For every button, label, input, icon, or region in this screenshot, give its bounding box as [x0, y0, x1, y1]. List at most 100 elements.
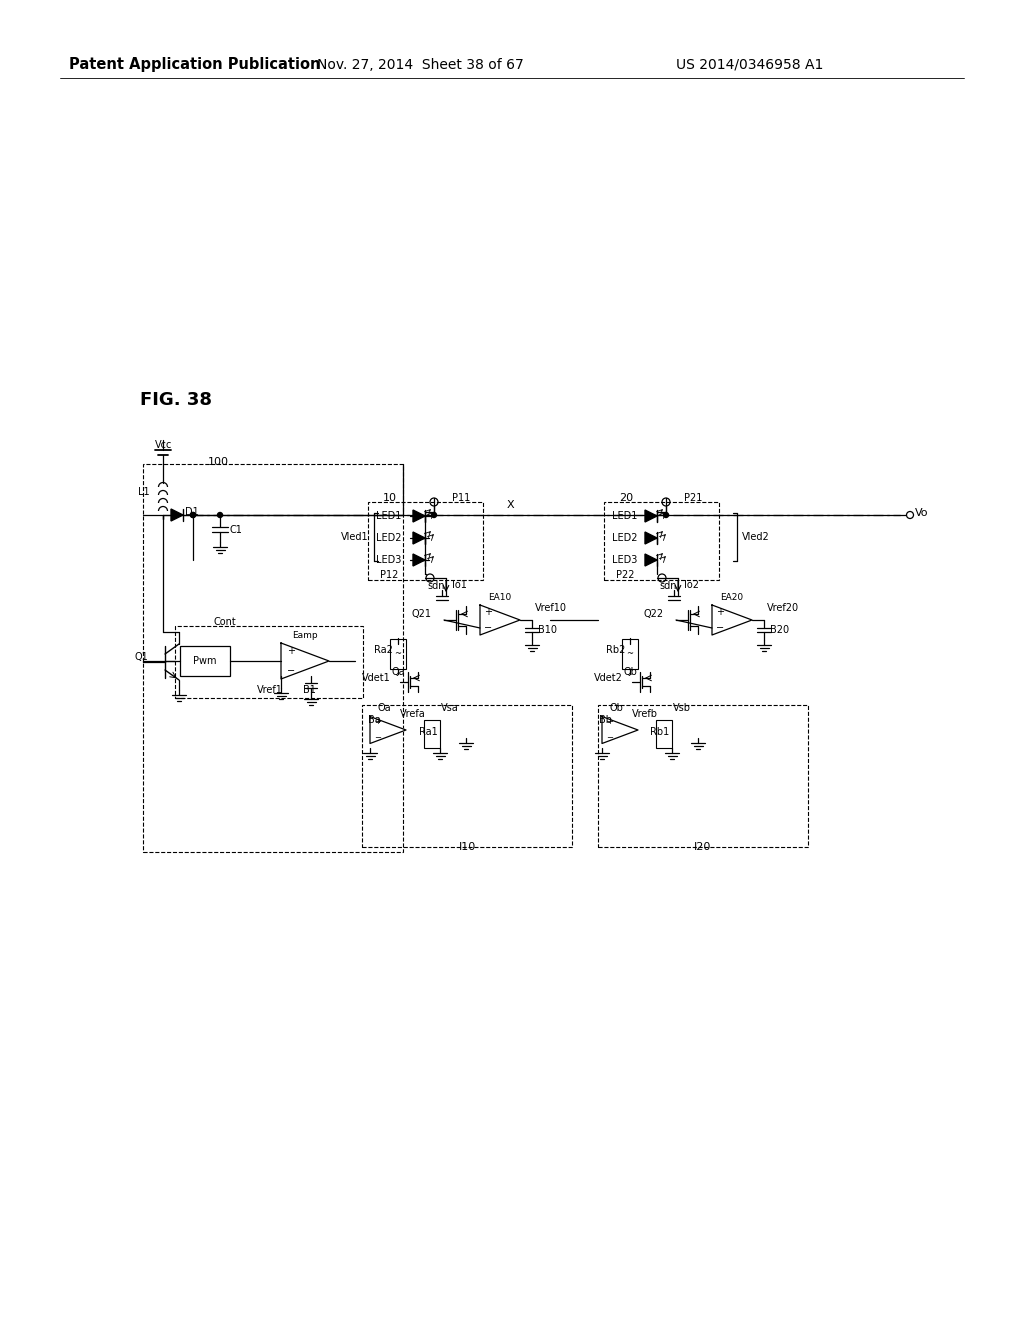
Text: Cont: Cont: [214, 616, 237, 627]
Text: Rb1: Rb1: [650, 727, 670, 737]
Text: EA10: EA10: [488, 594, 512, 602]
Text: −: −: [287, 667, 295, 676]
Text: Vref10: Vref10: [535, 603, 567, 612]
Text: US 2014/0346958 A1: US 2014/0346958 A1: [676, 58, 823, 73]
Text: Vo: Vo: [915, 508, 929, 517]
Text: Q21: Q21: [412, 609, 432, 619]
Bar: [598, 705, 808, 847]
Text: Vdet1: Vdet1: [362, 673, 391, 682]
Text: Vsb: Vsb: [673, 704, 691, 713]
Bar: [143, 465, 403, 851]
Polygon shape: [480, 605, 520, 635]
Text: LED2: LED2: [376, 533, 401, 543]
Text: FIG. 38: FIG. 38: [140, 391, 212, 409]
Polygon shape: [645, 510, 657, 521]
Polygon shape: [602, 717, 638, 743]
Text: +: +: [716, 607, 724, 616]
Text: I20: I20: [694, 842, 712, 851]
Text: LED2: LED2: [612, 533, 638, 543]
Text: +: +: [287, 645, 295, 656]
Polygon shape: [413, 554, 425, 566]
Text: Vref1: Vref1: [257, 685, 283, 696]
Text: −: −: [375, 734, 382, 742]
Text: ~: ~: [394, 649, 401, 659]
Circle shape: [431, 512, 436, 517]
Text: Vcc: Vcc: [155, 440, 172, 450]
Text: Oa: Oa: [377, 704, 391, 713]
Text: Vdet2: Vdet2: [594, 673, 623, 682]
Circle shape: [217, 512, 222, 517]
Text: LED1: LED1: [376, 511, 401, 521]
Bar: [604, 502, 719, 579]
Text: +: +: [484, 607, 492, 616]
Bar: [424, 719, 440, 748]
Text: +: +: [606, 718, 613, 726]
Text: D1: D1: [185, 507, 199, 517]
Text: Vref20: Vref20: [767, 603, 799, 612]
Text: Nov. 27, 2014  Sheet 38 of 67: Nov. 27, 2014 Sheet 38 of 67: [316, 58, 523, 73]
Text: Bb: Bb: [599, 715, 612, 725]
Text: LED3: LED3: [612, 554, 637, 565]
Text: B10: B10: [538, 624, 557, 635]
Text: X: X: [506, 500, 514, 510]
Text: Io2: Io2: [684, 579, 699, 590]
Circle shape: [190, 512, 196, 517]
Text: Rb2: Rb2: [605, 645, 625, 655]
Text: L1: L1: [138, 487, 150, 498]
Text: Ob: Ob: [609, 704, 623, 713]
Circle shape: [190, 512, 196, 517]
Text: Patent Application Publication: Patent Application Publication: [70, 58, 321, 73]
Bar: [656, 719, 672, 748]
Bar: [362, 705, 572, 847]
Text: Eamp: Eamp: [292, 631, 317, 639]
Text: 100: 100: [208, 457, 228, 467]
Text: P22: P22: [616, 570, 635, 579]
Text: LED3: LED3: [376, 554, 401, 565]
Text: Q1: Q1: [134, 652, 148, 663]
Bar: [180, 645, 230, 676]
Bar: [622, 639, 638, 669]
Text: B1: B1: [302, 685, 315, 696]
Text: B20: B20: [770, 624, 790, 635]
Text: Ba: Ba: [368, 715, 380, 725]
Text: 20: 20: [618, 492, 633, 503]
Text: Vled2: Vled2: [742, 532, 770, 543]
Text: −: −: [716, 623, 724, 634]
Text: Vsa: Vsa: [441, 704, 459, 713]
Text: P21: P21: [684, 492, 702, 503]
Polygon shape: [281, 643, 329, 678]
Text: Ra1: Ra1: [419, 727, 437, 737]
Text: Ra2: Ra2: [374, 645, 393, 655]
Text: Q22: Q22: [644, 609, 664, 619]
Text: EA20: EA20: [721, 594, 743, 602]
Text: sdn: sdn: [427, 581, 445, 591]
Text: Io1: Io1: [452, 579, 467, 590]
Text: 10: 10: [383, 492, 397, 503]
Polygon shape: [171, 510, 183, 521]
Bar: [368, 502, 483, 579]
Text: Vrefb: Vrefb: [632, 709, 658, 719]
Text: −: −: [606, 734, 613, 742]
Text: Qa: Qa: [391, 667, 404, 677]
Polygon shape: [413, 510, 425, 521]
Text: LED1: LED1: [612, 511, 637, 521]
Bar: [175, 626, 362, 698]
Text: I10: I10: [459, 842, 475, 851]
Polygon shape: [370, 717, 406, 743]
Circle shape: [664, 512, 669, 517]
Text: −: −: [484, 623, 493, 634]
Polygon shape: [413, 532, 425, 544]
Text: Vled1: Vled1: [341, 532, 369, 543]
Text: Vrefa: Vrefa: [400, 709, 426, 719]
Polygon shape: [645, 554, 657, 566]
Text: ~: ~: [627, 649, 634, 659]
Text: +: +: [375, 718, 381, 726]
Text: Pwm: Pwm: [194, 656, 217, 667]
Text: sdn: sdn: [659, 581, 677, 591]
Text: Qb: Qb: [623, 667, 637, 677]
Polygon shape: [645, 532, 657, 544]
Text: C1: C1: [230, 525, 243, 535]
Text: P12: P12: [380, 570, 398, 579]
Text: P11: P11: [452, 492, 470, 503]
Polygon shape: [712, 605, 752, 635]
